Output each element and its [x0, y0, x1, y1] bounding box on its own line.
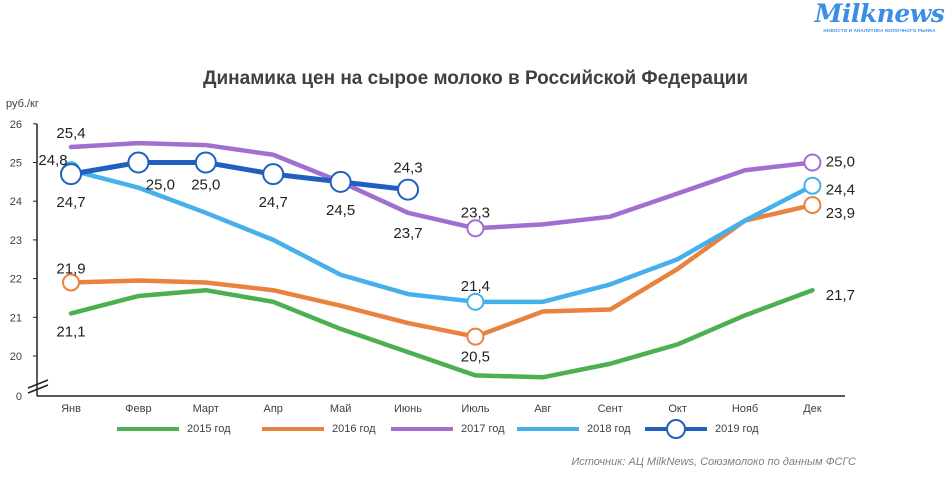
- data-point-marker: [397, 178, 419, 201]
- series-line-2019-год: [68, 160, 411, 193]
- x-tick-label: Март: [193, 403, 219, 415]
- legend-swatch: [645, 419, 707, 439]
- y-tick-label: 0: [16, 391, 22, 403]
- data-label: 21,4: [461, 278, 490, 295]
- x-tick-label: Дек: [803, 403, 822, 415]
- legend-item: 2017 год: [391, 423, 505, 435]
- data-point-marker: [466, 292, 485, 311]
- x-tick-label: Февр: [125, 403, 151, 415]
- legend-swatch: [262, 427, 324, 431]
- x-tick-label: Окт: [668, 403, 687, 415]
- data-label: 25,4: [56, 125, 85, 142]
- y-tick-label: 26: [10, 119, 22, 131]
- series-line-2015-год: [68, 287, 815, 380]
- data-point-marker: [803, 196, 822, 215]
- data-label: 24,4: [826, 182, 855, 199]
- x-tick-label: Июнь: [394, 403, 422, 415]
- data-point-marker: [466, 327, 485, 346]
- data-label: 23,7: [393, 225, 422, 242]
- data-point-marker: [62, 273, 80, 292]
- logo-tagline: НОВОСТИ И АНАЛИТИКА МОЛОЧНОГО РЫНКА: [823, 28, 936, 33]
- legend-label: 2018 год: [587, 423, 631, 435]
- data-label: 21,9: [56, 260, 85, 277]
- legend-item: 2016 год: [262, 423, 376, 435]
- data-label: 23,3: [461, 204, 490, 221]
- data-label: 25,0: [826, 154, 855, 171]
- chart-title: Динамика цен на сырое молоко в Российско…: [202, 68, 749, 89]
- data-label: 20,5: [461, 349, 490, 366]
- x-tick-label: Май: [330, 403, 352, 415]
- y-tick-label: 23: [10, 235, 22, 247]
- y-axis-label: руб./кг: [6, 98, 39, 110]
- x-tick-label: Сент: [598, 403, 623, 415]
- legend-label: 2016 год: [332, 423, 376, 435]
- source-note: Источник: АЦ MilkNews, Союзмолоко по дан…: [571, 456, 856, 468]
- data-point-marker: [803, 153, 822, 172]
- x-tick-label: Апр: [263, 403, 282, 415]
- data-point-marker: [194, 151, 217, 174]
- legend-label: 2019 год: [715, 423, 759, 435]
- data-label: 24,8: [38, 152, 67, 169]
- legend-marker-icon: [666, 419, 686, 439]
- legend-item: 2015 год: [117, 423, 231, 435]
- x-tick-label: Нояб: [732, 403, 758, 415]
- series-line-2017-год: [68, 140, 815, 231]
- data-label: 23,9: [826, 205, 855, 222]
- legend-label: 2015 год: [187, 423, 231, 435]
- x-tick-label: Июль: [461, 403, 489, 415]
- data-label: 25,0: [191, 177, 220, 194]
- x-tick-label: Авг: [534, 403, 551, 415]
- y-tick-label: 22: [10, 274, 22, 286]
- logo-text: Milknews: [814, 0, 945, 28]
- data-point-marker: [466, 219, 485, 238]
- data-point-marker: [127, 151, 150, 174]
- data-point-marker: [262, 163, 285, 186]
- series-line-2016-год: [68, 202, 815, 339]
- axis-break-mark: [27, 384, 49, 394]
- y-tick-label: 25: [10, 158, 22, 170]
- data-label: 21,1: [56, 323, 85, 340]
- data-point-marker: [60, 163, 82, 186]
- x-tick-label: Янв: [61, 403, 81, 415]
- legend-swatch: [391, 427, 453, 431]
- data-label: 24,7: [259, 194, 288, 211]
- legend-swatch: [117, 427, 179, 431]
- axis-break-mark: [27, 379, 49, 389]
- milknews-logo: Milknews НОВОСТИ И АНАЛИТИКА МОЛОЧНОГО Р…: [812, 0, 947, 34]
- data-label: 24,5: [326, 202, 355, 219]
- data-label: 24,7: [56, 194, 85, 211]
- legend-item: 2018 год: [517, 423, 631, 435]
- series-line-2018-год: [68, 167, 815, 305]
- legend-label: 2017 год: [461, 423, 505, 435]
- data-label: 25,0: [146, 177, 175, 194]
- data-label: 21,7: [826, 287, 855, 304]
- data-point-marker: [329, 170, 352, 193]
- y-tick-label: 21: [10, 312, 22, 324]
- legend-swatch: [517, 427, 579, 431]
- legend-item: 2019 год: [645, 419, 759, 439]
- data-label: 24,3: [393, 160, 422, 177]
- data-point-marker: [803, 176, 822, 195]
- y-tick-label: 24: [10, 196, 22, 208]
- y-tick-label: 20: [10, 351, 22, 363]
